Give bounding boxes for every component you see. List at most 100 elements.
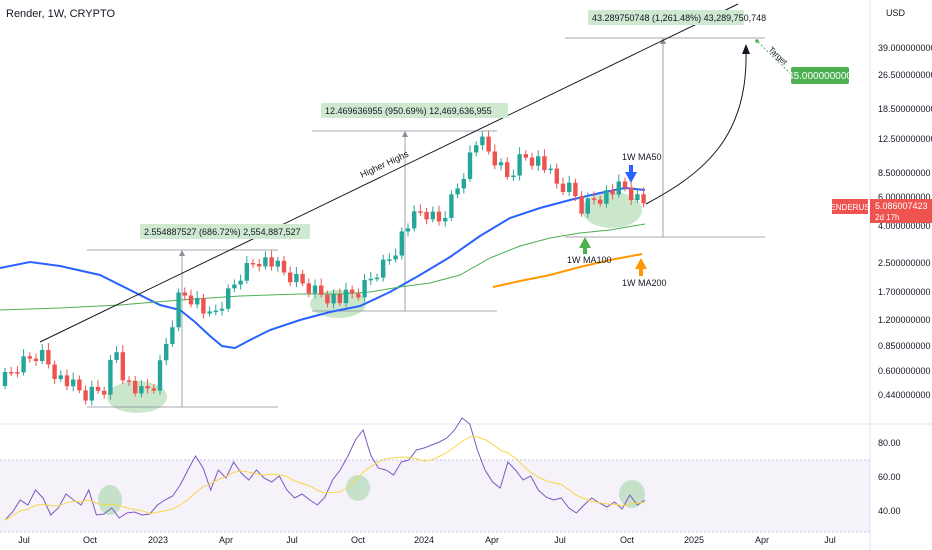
candle-body — [201, 298, 206, 314]
time-label: 2024 — [414, 535, 434, 545]
candle-body — [52, 364, 57, 379]
candle-body — [412, 211, 417, 229]
candle-body — [40, 350, 45, 361]
candle-body — [554, 168, 559, 184]
candle-body — [498, 162, 504, 166]
time-axis[interactable]: Jul Oct 2023 Apr Jul Oct 2024 Apr Jul Oct 2025 Apr J… — [18, 535, 836, 545]
target-text: Target — [767, 45, 790, 67]
candle-body — [213, 310, 218, 313]
candle-body — [443, 218, 448, 222]
candle-body — [89, 386, 94, 401]
candle-body — [275, 260, 280, 267]
highlight-ellipse — [582, 192, 642, 228]
candle-body — [188, 295, 194, 305]
candle-body — [300, 273, 305, 284]
target-box-value: 45.000000000 — [788, 71, 852, 82]
candle-body — [95, 386, 101, 391]
candles — [2, 130, 646, 406]
candle-body — [269, 257, 274, 267]
candle-body — [114, 352, 119, 360]
candle-body — [368, 278, 373, 281]
candle-body — [232, 284, 237, 289]
time-label: Apr — [755, 535, 769, 545]
candle-body — [77, 379, 82, 391]
symbol-tag — [832, 199, 868, 214]
time-label: Jul — [18, 535, 30, 545]
price-axis[interactable]: 39.000000000 26.500000000 18.500000000 12.5… — [878, 43, 932, 400]
ma50-line — [0, 186, 646, 350]
candle-body — [182, 292, 187, 296]
candle-body — [176, 292, 181, 328]
candle-body — [170, 327, 175, 344]
target-box — [791, 67, 849, 84]
target-line — [757, 41, 796, 79]
highlight-ellipse — [98, 485, 122, 515]
candle-body — [641, 194, 646, 204]
candle-body — [263, 257, 268, 267]
current-price-value: 5.086007423 — [875, 201, 928, 211]
rsi-tick: 60.00 — [878, 472, 901, 482]
time-label: Oct — [83, 535, 98, 545]
rsi-ma-line — [4, 436, 646, 521]
candle-body — [257, 263, 262, 267]
candle-body — [238, 280, 243, 285]
price-tick: 0.600000000 — [878, 366, 931, 376]
candle-body — [418, 211, 423, 213]
candle-body — [616, 181, 621, 195]
candle-body — [629, 187, 634, 200]
candle-body — [548, 168, 553, 171]
price-tick: 1.700000000 — [878, 287, 931, 297]
higher-highs-trendline[interactable] — [39, 3, 739, 343]
candle-body — [449, 194, 454, 218]
ma200-label: 1W MA200 — [622, 278, 667, 288]
price-tick: 4.000000000 — [878, 221, 931, 231]
highlight-ellipse — [619, 480, 645, 508]
time-label: Oct — [351, 535, 366, 545]
candle-body — [523, 154, 528, 158]
candle-body — [480, 136, 485, 146]
candle-body — [126, 380, 132, 382]
candle-body — [133, 380, 138, 394]
measure3-box — [588, 10, 744, 25]
candle-body — [381, 259, 386, 278]
price-tick: 39.000000000 — [878, 43, 932, 53]
time-label: Oct — [620, 535, 635, 545]
candle-body — [467, 152, 473, 179]
price-tick: 8.500000000 — [878, 168, 931, 178]
measure1-label: 2.554887527 (686.72%) 2,554,887,527 — [144, 227, 301, 237]
time-label: Apr — [485, 535, 499, 545]
candle-body — [387, 259, 392, 261]
time-label: Jul — [824, 535, 836, 545]
price-tick: 6.000000000 — [878, 192, 931, 202]
candle-body — [610, 190, 615, 195]
price-tick: 12.500000000 — [878, 134, 932, 144]
candle-body — [560, 183, 566, 192]
candle-body — [405, 228, 411, 232]
ma50-label: 1W MA50 — [622, 152, 662, 162]
candle-body — [325, 294, 330, 304]
ma100-line — [0, 223, 646, 311]
price-tick: 0.440000000 — [878, 390, 931, 400]
candle-body — [2, 372, 8, 386]
projection-arrowhead — [742, 44, 750, 54]
candle-body — [71, 379, 76, 387]
candle-body — [139, 386, 144, 394]
ma100-label: 1W MA100 — [567, 255, 612, 265]
candle-body — [585, 198, 590, 214]
candle-body — [430, 211, 435, 220]
ma200-arrow-icon — [635, 258, 647, 276]
measure-arrowhead — [179, 250, 185, 256]
rsi-axis: 80.00 60.00 40.00 — [878, 438, 901, 516]
candle-body — [455, 188, 460, 195]
measure1-box — [140, 224, 310, 239]
candle-body — [461, 178, 466, 189]
candle-body — [635, 194, 640, 200]
candle-body — [151, 388, 156, 391]
price-tick: 2.500000000 — [878, 258, 931, 268]
candle-body — [157, 360, 163, 391]
candle-body — [21, 356, 26, 373]
price-tick: 0.850000000 — [878, 341, 931, 351]
candle-body — [517, 154, 522, 176]
